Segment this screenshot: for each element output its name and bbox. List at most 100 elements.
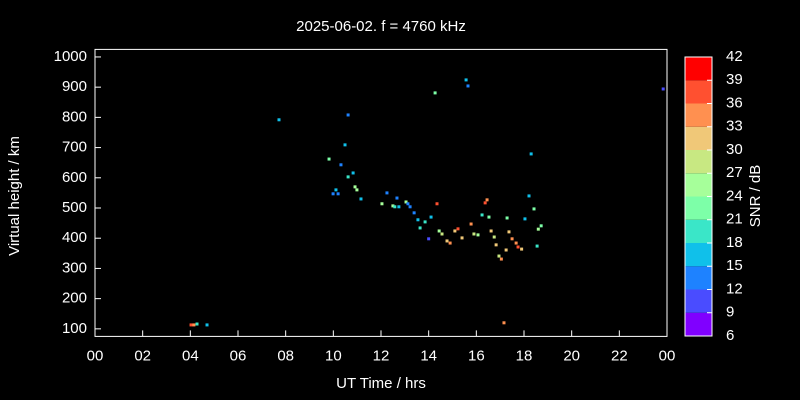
point (464, 78, 468, 82)
point (195, 322, 199, 326)
point (483, 201, 487, 205)
y-tick-label: 400 (62, 229, 87, 246)
colorbar-tick-label: 36 (726, 94, 743, 111)
point (535, 244, 539, 248)
point (336, 192, 340, 196)
colorbar-tick-label: 6 (726, 327, 734, 344)
point (487, 215, 491, 219)
point (505, 216, 509, 220)
point (327, 157, 331, 161)
point (391, 204, 395, 208)
point (480, 213, 484, 217)
y-tick-label: 800 (62, 108, 87, 125)
point (408, 205, 412, 209)
point (334, 188, 338, 192)
point (189, 323, 193, 327)
point (494, 243, 498, 247)
x-tick-label: 06 (230, 347, 247, 364)
chart-title: 2025-06-02. f = 4760 kHz (296, 18, 466, 35)
colorbar-tick-label: 24 (726, 187, 743, 204)
point (497, 254, 501, 258)
x-tick-label: 16 (468, 347, 485, 364)
x-tick-label: 00 (87, 347, 104, 364)
point (435, 202, 439, 206)
x-tick-label: 00 (659, 347, 676, 364)
point (532, 207, 536, 211)
point (277, 118, 281, 122)
colorbar-tick-label: 42 (726, 48, 743, 65)
x-tick-label: 22 (611, 347, 628, 364)
point (507, 230, 511, 234)
point (492, 235, 496, 239)
y-tick-label: 900 (62, 78, 87, 95)
colorbar-tick-label: 21 (726, 211, 743, 228)
x-axis-label: UT Time / hrs (336, 375, 426, 392)
colorbar-band (685, 266, 712, 290)
y-tick-label: 100 (62, 320, 87, 337)
x-tick-label: 08 (277, 347, 294, 364)
point (502, 321, 506, 325)
point (343, 143, 347, 147)
x-tick-label: 10 (325, 347, 342, 364)
point (504, 248, 508, 252)
colorbar-band (685, 150, 712, 174)
point (476, 233, 480, 237)
point (469, 222, 473, 226)
colorbar-band (685, 126, 712, 150)
x-tick-label: 12 (373, 347, 390, 364)
y-tick-label: 1000 (54, 48, 87, 65)
point (346, 175, 350, 179)
point (406, 202, 410, 206)
point (523, 217, 527, 221)
point (529, 152, 533, 156)
point (429, 215, 433, 219)
point (448, 241, 452, 245)
point (489, 229, 493, 233)
y-tick-label: 200 (62, 290, 87, 307)
y-tick-label: 700 (62, 139, 87, 156)
point (380, 202, 384, 206)
point (423, 220, 427, 224)
point (516, 245, 520, 249)
point (453, 229, 457, 233)
point (539, 224, 543, 228)
point (514, 241, 518, 245)
colorbar-tick-label: 12 (726, 280, 743, 297)
colorbar-band (685, 196, 712, 220)
point (205, 323, 209, 327)
point (536, 227, 540, 231)
colorbar-band (685, 312, 712, 336)
point (460, 236, 464, 240)
y-tick-label: 300 (62, 259, 87, 276)
point (456, 227, 460, 231)
point (192, 323, 196, 327)
point (485, 198, 489, 202)
x-tick-label: 02 (134, 347, 151, 364)
point (359, 197, 363, 201)
point (412, 211, 416, 215)
point (418, 226, 422, 230)
point (355, 188, 359, 192)
x-tick-label: 20 (563, 347, 580, 364)
point (393, 205, 397, 209)
point (416, 218, 420, 222)
point (466, 84, 470, 88)
colorbar-band (685, 173, 712, 197)
point (385, 191, 389, 195)
point (404, 200, 408, 204)
point (395, 196, 399, 200)
colorbar-tick-label: 9 (726, 304, 734, 321)
point (520, 247, 524, 251)
point (353, 185, 357, 189)
y-tick-label: 600 (62, 169, 87, 186)
point (499, 257, 503, 261)
point (339, 163, 343, 167)
point (527, 194, 531, 198)
colorbar-tick-label: 33 (726, 118, 743, 135)
point (346, 113, 350, 117)
y-axis-label: Virtual height / km (6, 136, 23, 256)
point (433, 91, 437, 95)
point (472, 232, 476, 236)
colorbar-band (685, 289, 712, 313)
